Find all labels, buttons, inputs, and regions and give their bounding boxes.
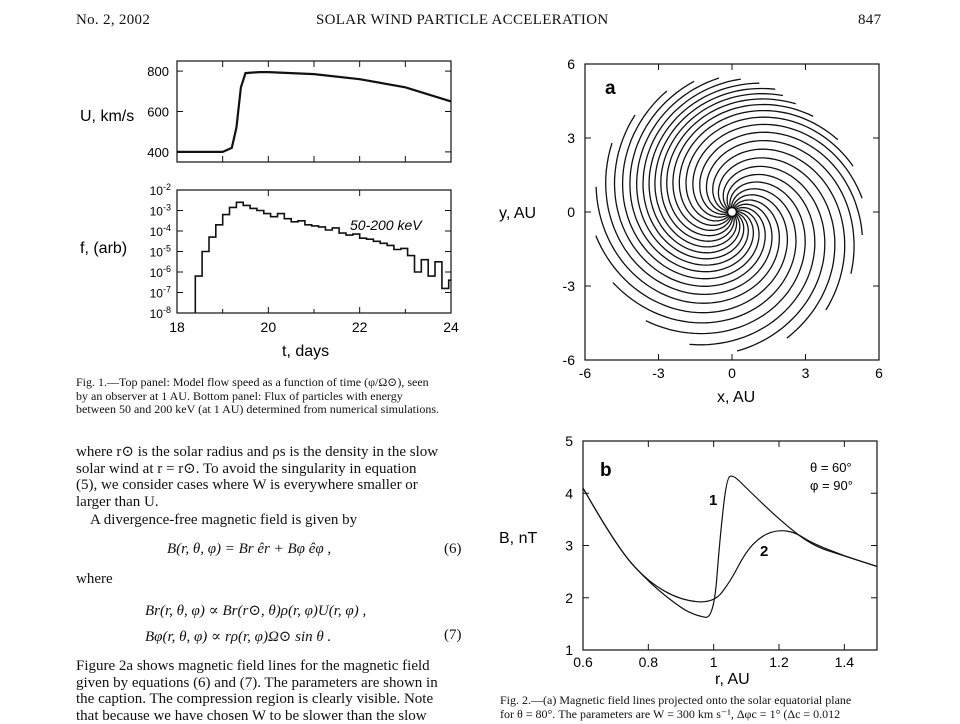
fig2b-panel-label: b bbox=[600, 460, 612, 481]
fig1-caption-line-3: between 50 and 200 keV (at 1 AU) determi… bbox=[76, 403, 468, 417]
fig1-bottom-annotation: 50-200 keV bbox=[350, 217, 423, 233]
paragraph-1-line-3: (5), we consider cases where W is everyw… bbox=[76, 477, 468, 494]
fig1-bottom-ytick-label: 10-2 bbox=[150, 182, 171, 198]
fig2b-ytick-label: 5 bbox=[565, 433, 573, 449]
fig1-top-ytick-label: 400 bbox=[147, 145, 169, 160]
fig2b-xtick-label: 1.2 bbox=[769, 654, 789, 670]
fig2b-ytick-label: 3 bbox=[565, 538, 573, 554]
fig1-top-ytick-label: 800 bbox=[147, 64, 169, 79]
where-label: where bbox=[76, 571, 113, 588]
paragraph-3: Figure 2a shows magnetic field lines for… bbox=[76, 658, 468, 724]
fig1-caption-line-2: by an observer at 1 AU. Bottom panel: Fl… bbox=[76, 390, 468, 404]
paragraph-3-line-3: the caption. The compression region is c… bbox=[76, 691, 468, 708]
paragraph-3-line-4: that because we have chosen W to be slow… bbox=[76, 708, 468, 724]
fig1-bottom-ylabel: f, (arb) bbox=[80, 240, 127, 257]
fig2b-series-2-line bbox=[583, 488, 877, 602]
fig1-top-ylabel: U, km/s bbox=[80, 108, 134, 125]
paragraph-1-line-2: solar wind at r = r⊙. To avoid the singu… bbox=[76, 461, 468, 478]
fig1-top-panel: 400 600 800 U, km/s bbox=[80, 61, 451, 162]
fig2a-ylabel: y, AU bbox=[499, 205, 536, 222]
fig2b-curve-1-label: 1 bbox=[709, 492, 717, 509]
fig2a-field-line bbox=[673, 105, 813, 231]
fig2a-xtick-label: 6 bbox=[875, 365, 883, 381]
fig1-bottom-frame bbox=[177, 190, 451, 313]
fig2a-xtick-label: 0 bbox=[728, 365, 736, 381]
fig2a-xtick-label: 3 bbox=[802, 365, 810, 381]
fig2b-legend-theta: θ = 60° bbox=[810, 460, 852, 475]
fig1-bottom-ytick-label: 10-7 bbox=[150, 285, 171, 301]
fig2a-ytick-label: -3 bbox=[563, 278, 576, 294]
fig2a-xtick-label: -3 bbox=[652, 365, 665, 381]
equation-6: B(r, θ, φ) = Br êr + Bφ êφ , bbox=[167, 541, 331, 558]
fig2-caption-line-1: Fig. 2.—(a) Magnetic field lines project… bbox=[500, 694, 900, 708]
paragraph-3-line-2: given by equations (6) and (7). The para… bbox=[76, 675, 468, 692]
fig2a-field-line bbox=[649, 83, 759, 253]
fig2b-xtick-label: 1 bbox=[710, 654, 718, 670]
fig2a-field-line bbox=[596, 187, 779, 303]
fig1-bottom-xtick-label: 20 bbox=[261, 319, 277, 335]
fig1-xlabel: t, days bbox=[282, 343, 329, 360]
fig1-bottom-ytick-label: 10-8 bbox=[150, 305, 171, 321]
fig2b-xtick-label: 0.8 bbox=[639, 654, 659, 670]
fig2b-legend-phi: φ = 90° bbox=[810, 478, 853, 493]
fig2a-ytick-label: 0 bbox=[567, 204, 575, 220]
fig1-bottom-ytick-label: 10-4 bbox=[150, 223, 171, 239]
paragraph-1: where r⊙ is the solar radius and ρs is t… bbox=[76, 444, 468, 510]
fig2-caption: Fig. 2.—(a) Magnetic field lines project… bbox=[500, 694, 900, 721]
fig2a-ytick-label: -6 bbox=[563, 352, 576, 368]
fig1-top-ytick-label: 600 bbox=[147, 105, 169, 120]
fig2b-ytick-label: 4 bbox=[565, 485, 573, 501]
fig1-bottom-ytick-label: 10-6 bbox=[150, 264, 171, 280]
fig2b-ytick-label: 1 bbox=[565, 642, 573, 658]
equation-7-number: (7) bbox=[444, 627, 462, 644]
equation-7a: Br(r, θ, φ) ∝ Br(r⊙, θ)ρ(r, φ)U(r, φ) , bbox=[145, 601, 366, 620]
fig2b-xlabel: r, AU bbox=[715, 671, 750, 688]
fig1-caption-line-1: Fig. 1.—Top panel: Model flow speed as a… bbox=[76, 376, 468, 390]
paragraph-1-line-4: larger than U. bbox=[76, 494, 468, 511]
equation-6-number: (6) bbox=[444, 541, 462, 558]
figure-2a: -6-6 -3 -3 0 0 3 3 6 6 a y, AU x, AU bbox=[495, 50, 915, 410]
fig1-bottom-ytick-label: 10-3 bbox=[150, 203, 171, 219]
fig1-bottom-panel: 10-2 10-3 10-4 10-5 10-6 10-7 10-818 20 22 24 50-… bbox=[80, 182, 459, 360]
fig2a-field-line bbox=[596, 195, 788, 313]
paragraph-1-line-1: where r⊙ is the solar radius and ρs is t… bbox=[76, 444, 468, 461]
fig2a-panel-label: a bbox=[605, 78, 616, 99]
fig1-caption: Fig. 1.—Top panel: Model flow speed as a… bbox=[76, 376, 468, 417]
fig1-bottom-xtick-label: 24 bbox=[443, 319, 459, 335]
fig2a-xlabel: x, AU bbox=[717, 389, 755, 406]
fig1-bottom-xtick-label: 18 bbox=[169, 319, 185, 335]
fig2a-sun-marker bbox=[728, 208, 737, 217]
paragraph-3-line-1: Figure 2a shows magnetic field lines for… bbox=[76, 658, 468, 675]
fig2-caption-line-2: for θ = 80°. The parameters are W = 300 … bbox=[500, 708, 900, 722]
fig2b-xtick-label: 1.4 bbox=[835, 654, 855, 670]
fig2a-xtick-label: -6 bbox=[579, 365, 592, 381]
fig2b-ytick-label: 2 bbox=[565, 590, 573, 606]
fig1-top-frame bbox=[177, 61, 451, 162]
fig2b-xtick-label: 0.6 bbox=[573, 654, 593, 670]
paragraph-2: A divergence-free magnetic field is give… bbox=[90, 512, 357, 529]
fig2b-series-1-line bbox=[583, 476, 877, 617]
page-header-issue: No. 2, 2002 bbox=[76, 12, 150, 29]
fig1-bottom-xtick-label: 22 bbox=[352, 319, 368, 335]
page-header-page-number: 847 bbox=[858, 12, 881, 29]
figure-2b: 0.6 0.8 1 1.2 1.4 1 2 3 4 5 b θ = 60° φ = 90° 1 2… bbox=[495, 428, 915, 690]
equation-7b: Bφ(r, θ, φ) ∝ rρ(r, φ)Ω⊙ sin θ . bbox=[145, 627, 331, 646]
fig2a-ytick-label: 6 bbox=[567, 56, 575, 72]
fig2b-curve-2-label: 2 bbox=[760, 543, 768, 560]
fig1-bottom-ytick-label: 10-5 bbox=[150, 244, 171, 260]
page-header-title: SOLAR WIND PARTICLE ACCELERATION bbox=[316, 12, 608, 29]
fig2b-ylabel: B, nT bbox=[499, 530, 537, 547]
fig1-top-series-line bbox=[177, 72, 451, 152]
fig2a-ytick-label: 3 bbox=[567, 130, 575, 146]
